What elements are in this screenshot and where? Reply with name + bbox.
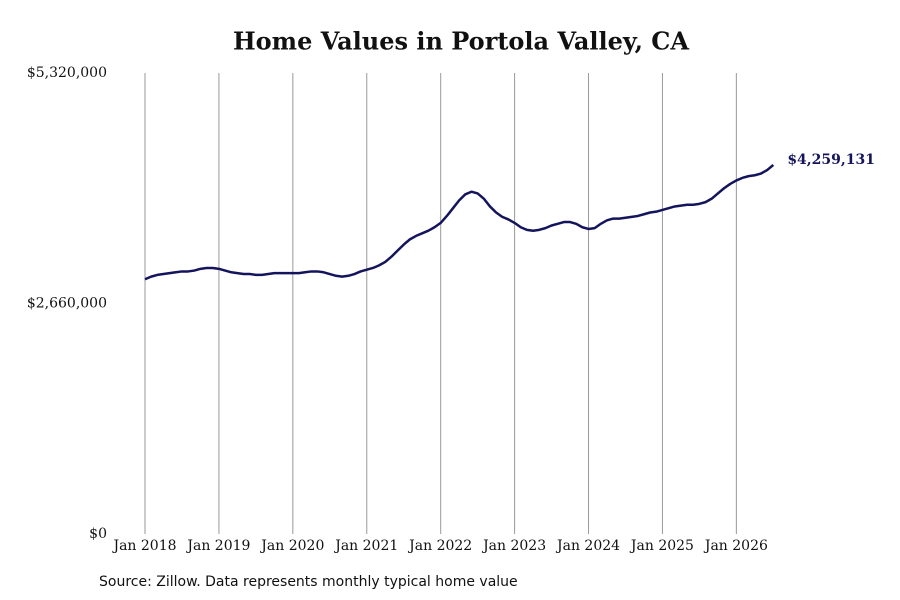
y-tick-label: $2,660,000 <box>27 296 107 312</box>
x-tick-label: Jan 2021 <box>333 538 398 554</box>
x-tick-label: Jan 2020 <box>259 538 324 554</box>
end-value-label: $4,259,131 <box>787 152 875 168</box>
chart-title: Home Values in Portola Valley, CA <box>233 27 689 56</box>
y-tick-label: $0 <box>89 526 107 542</box>
x-tick-label: Jan 2023 <box>481 538 546 554</box>
x-tick-label: Jan 2026 <box>703 538 768 554</box>
y-tick-label: $5,320,000 <box>27 65 107 81</box>
source-note: Source: Zillow. Data represents monthly … <box>99 574 518 590</box>
x-tick-label: Jan 2025 <box>629 538 694 554</box>
x-tick-label: Jan 2022 <box>407 538 472 554</box>
x-tick-label: Jan 2018 <box>111 538 176 554</box>
x-tick-label: Jan 2019 <box>185 538 250 554</box>
x-tick-label: Jan 2024 <box>555 538 620 554</box>
value-line <box>144 163 775 281</box>
